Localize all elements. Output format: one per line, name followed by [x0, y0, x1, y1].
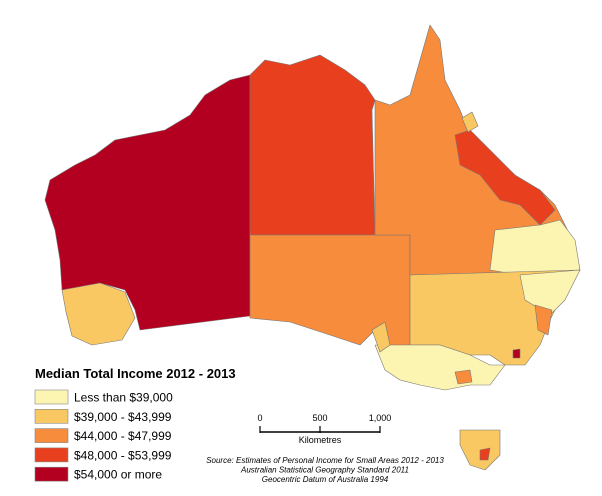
nsw-north — [519, 269, 581, 316]
legend-swatch — [34, 428, 69, 443]
legend-label: Less than $39,000 — [74, 391, 173, 405]
source-line: Geocentric Datum of Australia 1994 — [262, 475, 389, 484]
scale-bar: 0 500 1,000 Kilometres — [257, 413, 391, 445]
scale-tick-label: 500 — [312, 413, 327, 423]
source-notes: Source: Estimates of Personal Income for… — [206, 456, 444, 484]
legend-label: $39,000 - $43,999 — [74, 410, 172, 424]
sydney — [534, 304, 553, 336]
melbourne — [454, 369, 473, 385]
regions — [44, 24, 581, 471]
cape-york-east — [461, 111, 479, 133]
legend-swatch — [34, 447, 69, 463]
legend-swatch — [34, 389, 69, 405]
source-line: Australian Statistical Geography Standar… — [240, 466, 409, 475]
legend: Less than $39,000 $39,000 - $43,999 $44,00… — [34, 389, 173, 482]
legend-title: Median Total Income 2012 - 2013 — [35, 366, 236, 381]
legend-label: $48,000 - $53,999 — [74, 448, 172, 462]
scale-tick-label: 0 — [257, 413, 262, 423]
source-line: Source: Estimates of Personal Income for… — [206, 456, 444, 465]
legend-label: $44,000 - $47,999 — [74, 429, 172, 443]
legend-label: $54,000 or more — [74, 468, 162, 482]
queensland-coast — [454, 129, 556, 226]
canberra — [512, 348, 521, 359]
legend-swatch — [34, 466, 69, 482]
western-australia — [44, 74, 251, 331]
adelaide — [371, 321, 391, 353]
scale-tick-label: 1,000 — [369, 413, 392, 423]
south-east-queensland — [489, 219, 581, 276]
hobart — [479, 447, 491, 461]
northern-territory — [249, 54, 376, 236]
legend-swatch — [34, 408, 69, 424]
scale-unit: Kilometres — [299, 435, 342, 445]
south-west-wa — [61, 282, 136, 346]
victoria — [374, 344, 506, 391]
